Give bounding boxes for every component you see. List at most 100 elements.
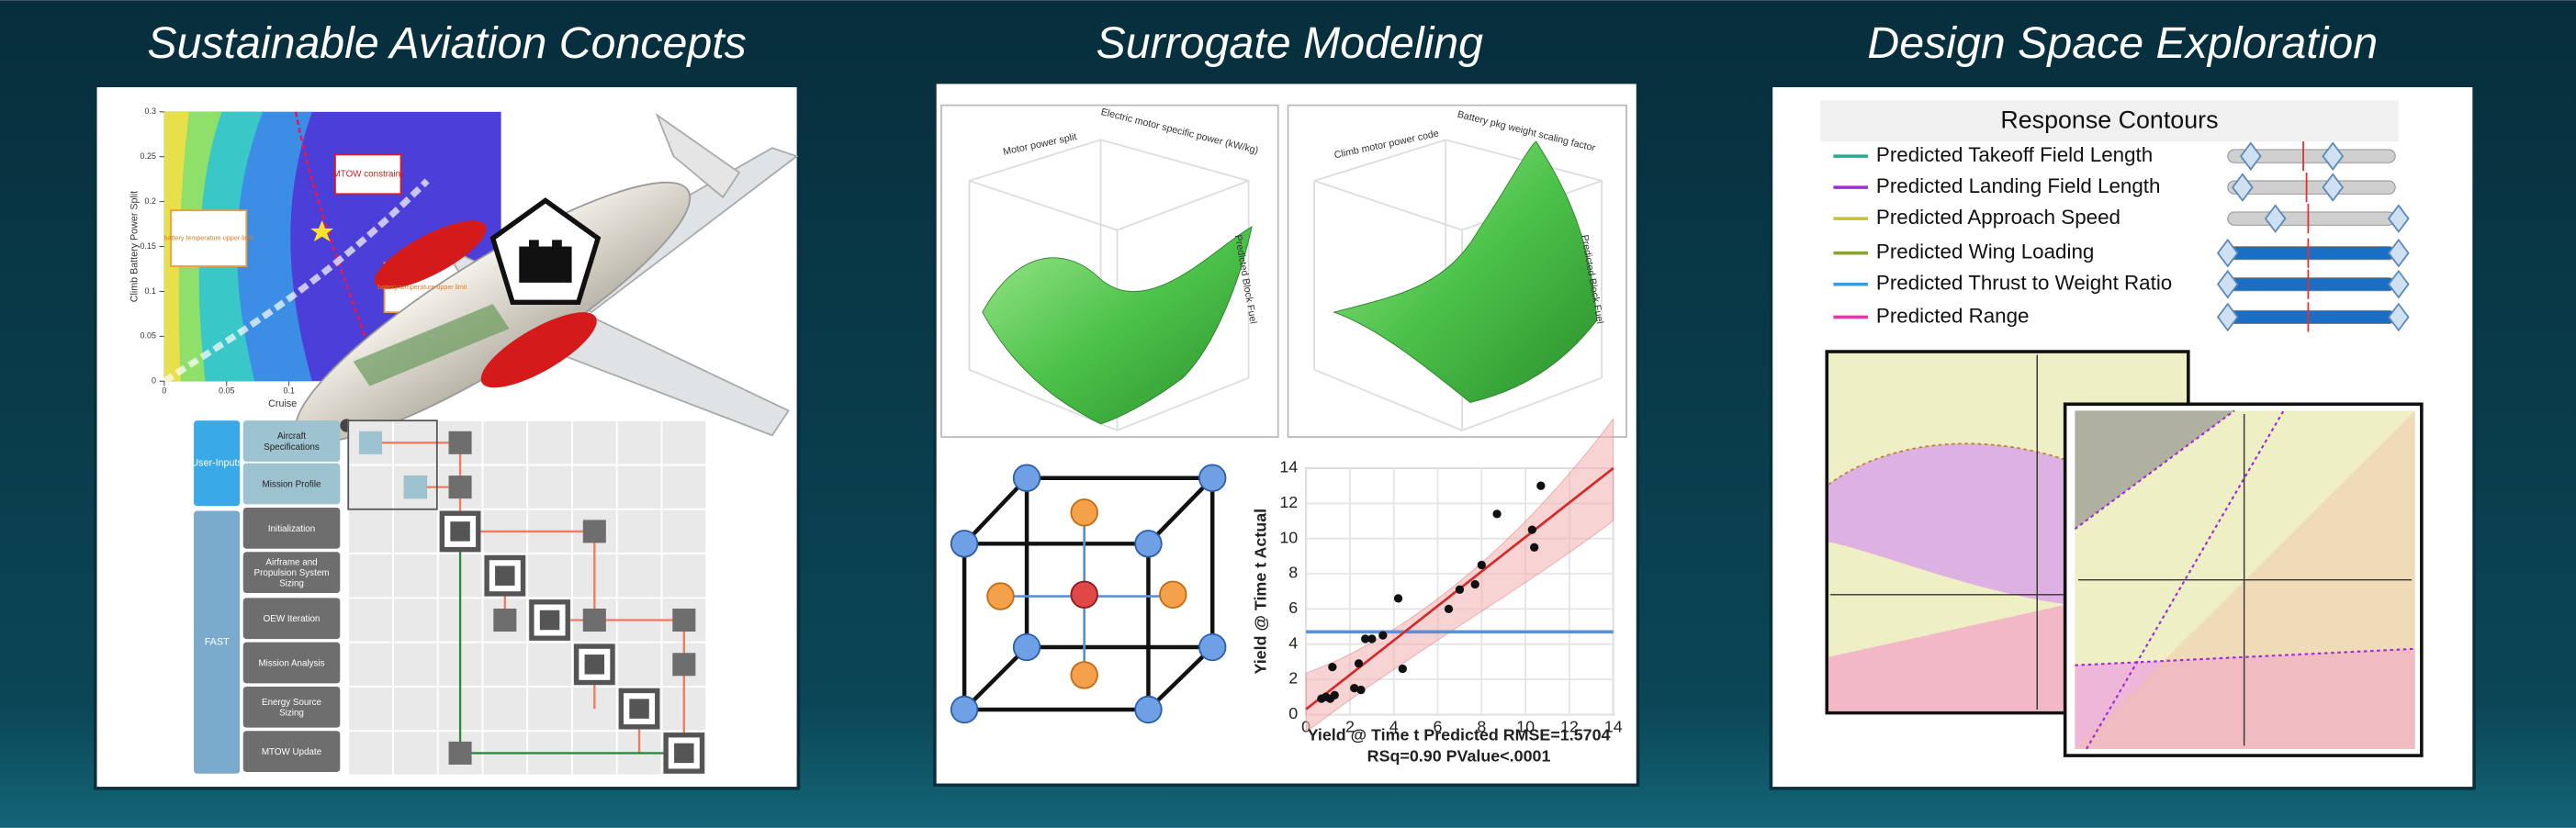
header: Response Contours (2000, 106, 2218, 134)
x-tick-label: 8 (1477, 717, 1486, 735)
contour-plot-2 (2063, 402, 2424, 757)
x-tick-label: 4 (1389, 717, 1399, 735)
group-label: User-Inputs (191, 457, 242, 468)
response-surface (1333, 140, 1598, 403)
corner-point (950, 530, 979, 558)
y-tick-label: 12 (1279, 493, 1298, 511)
module-box (242, 552, 341, 593)
legend-label: Predicted Takeoff Field Length (1876, 143, 2153, 166)
slider-handle[interactable] (2387, 269, 2410, 299)
data-point (1378, 631, 1388, 640)
infeasible-region (1828, 443, 2136, 605)
confidence-band (1305, 418, 1614, 733)
group-box (194, 420, 241, 507)
surface-plots (940, 104, 1627, 438)
slider-handle[interactable] (2387, 204, 2410, 233)
slider-handle[interactable] (2232, 173, 2254, 202)
x-tick-label: 0.1 (283, 386, 294, 395)
slider-handle[interactable] (2264, 204, 2287, 233)
y-tick-label: 0.15 (141, 241, 156, 251)
data-point (1536, 481, 1546, 490)
data-point (1455, 585, 1465, 594)
y-tick-label: 14 (1279, 458, 1298, 476)
y-tick-label: 10 (1279, 528, 1298, 546)
corner-point (1134, 695, 1163, 724)
legend-label: Predicted Thrust to Weight Ratio (1876, 272, 2172, 295)
corner-point (1198, 632, 1227, 662)
airplane-illustration (295, 112, 799, 443)
module-label: Mission Profile (263, 480, 321, 490)
module-label: Energy Source (262, 698, 322, 708)
annotation-box (334, 153, 402, 196)
slider-handle[interactable] (2216, 269, 2239, 299)
data-point (1398, 664, 1407, 674)
corner-point (1012, 632, 1041, 662)
legend-label: Predicted Range (1876, 304, 2030, 327)
module-box (242, 420, 341, 462)
coupling (582, 608, 606, 632)
response-surface (982, 226, 1253, 425)
slider-handle[interactable] (2216, 302, 2239, 332)
face-point (986, 582, 1015, 610)
module-node (584, 655, 605, 675)
slider-handle[interactable] (2387, 302, 2410, 332)
coupling (672, 608, 696, 632)
slider-track[interactable] (2227, 211, 2396, 226)
battery-icon (519, 246, 572, 283)
y-axis-label: Yield @ Time t Actual (1252, 509, 1270, 675)
data-point (1356, 685, 1366, 695)
contour-line (2074, 409, 2415, 750)
module-label: Sizing (279, 579, 304, 589)
panel-title: Surrogate Modeling (1097, 18, 1484, 68)
slider-track[interactable] (2227, 180, 2396, 195)
data-point (1477, 560, 1486, 570)
slider-track[interactable] (2227, 277, 2396, 292)
battery-bay (353, 304, 510, 386)
x-tick-label: 12 (1560, 717, 1579, 735)
wireframe (1313, 140, 1603, 431)
y-tick-label: 0.05 (141, 331, 156, 341)
corner-point (1198, 464, 1227, 492)
module-node (495, 565, 515, 586)
slider-track[interactable] (2227, 246, 2396, 261)
module-label: Aircraft (277, 431, 306, 442)
data-point (1530, 543, 1539, 552)
y-tick-label: 0.2 (145, 196, 156, 206)
module-label: Mission Analysis (258, 659, 324, 669)
face-point (1070, 661, 1098, 689)
data-point (1470, 579, 1479, 589)
y-tick-label: 4 (1288, 633, 1298, 652)
slider-track[interactable] (2227, 149, 2396, 163)
x-tick-label: 6 (1434, 717, 1443, 735)
y-tick-label: 2 (1288, 669, 1298, 688)
x-tick-label: 2 (1345, 717, 1355, 735)
infeasible-region (2075, 648, 2415, 749)
data-point (1361, 634, 1370, 643)
header-box (1820, 100, 2399, 142)
response-legend: Predicted Takeoff Field Length Predicted … (1833, 141, 2410, 332)
x-axis-label: Yield @ Time t Predicted RMSE=1.5704 (1308, 725, 1611, 744)
slider-track[interactable] (2227, 309, 2396, 325)
slider-handle[interactable] (2387, 238, 2410, 268)
annotation: battery temperature upper limit (164, 234, 253, 241)
module-node (439, 510, 481, 553)
module-box (242, 507, 341, 549)
annotation-box (170, 209, 248, 267)
module-label: OEW Iteration (264, 614, 321, 624)
slider-handle[interactable] (2239, 141, 2262, 171)
slider-handle[interactable] (2322, 141, 2345, 171)
data-point (1330, 690, 1339, 699)
contour-axes: 00.050.10.150.20.250.300.050.10.150.2Cli… (129, 106, 420, 409)
wireframe (968, 140, 1249, 431)
slider-handle[interactable] (2322, 173, 2345, 202)
battery-icon (529, 240, 562, 247)
module-node (674, 743, 694, 764)
input-frame (347, 420, 438, 510)
module-box (242, 642, 341, 684)
coupling (672, 653, 696, 677)
coupling (448, 476, 472, 499)
y-tick-label: 0.1 (145, 286, 156, 296)
slider-handle[interactable] (2216, 238, 2239, 268)
x-tick-label: 0 (162, 386, 166, 395)
